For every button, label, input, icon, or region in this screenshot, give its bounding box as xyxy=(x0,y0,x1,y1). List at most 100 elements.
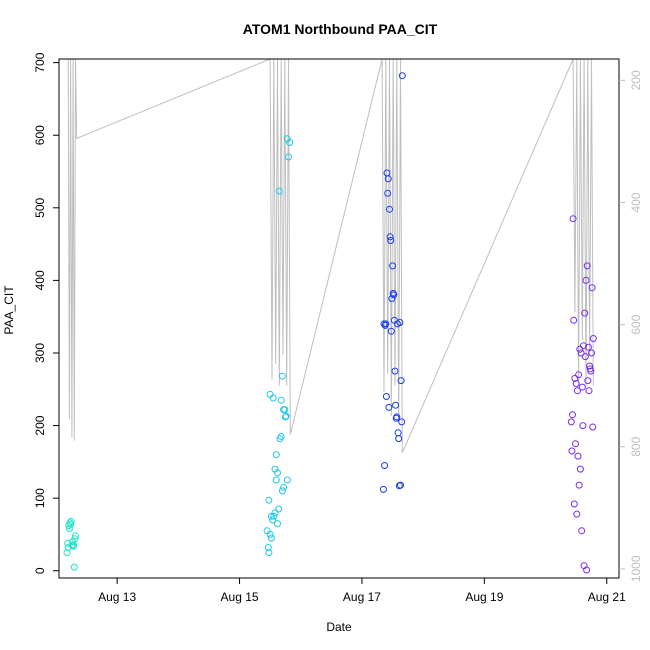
data-point xyxy=(382,393,390,400)
data-point xyxy=(70,541,78,549)
data-point xyxy=(278,487,286,495)
data-point xyxy=(387,237,395,244)
y2-tick-label: 400 xyxy=(629,192,643,212)
data-point xyxy=(588,284,596,292)
data-point xyxy=(576,345,584,353)
data-point xyxy=(391,367,399,375)
data-point xyxy=(584,377,592,385)
data-point xyxy=(398,72,406,80)
x-tick-label: Aug 19 xyxy=(465,590,503,604)
data-point xyxy=(575,481,583,489)
data-point xyxy=(577,349,585,357)
x-tick-label: Aug 17 xyxy=(343,590,381,604)
data-point xyxy=(282,412,290,420)
data-point xyxy=(72,532,79,540)
data-point xyxy=(392,401,400,409)
data-point xyxy=(285,153,292,161)
x-tick-label: Aug 15 xyxy=(221,590,259,604)
data-point xyxy=(575,371,583,379)
data-point xyxy=(584,343,592,351)
y2-tick-label: 800 xyxy=(629,436,643,456)
y-tick-label: 400 xyxy=(33,270,47,290)
y2-tick-label: 1000 xyxy=(629,555,643,582)
data-point xyxy=(67,520,75,528)
plot-area: Aug 13 Aug 15 Aug 17 Aug 19 Aug 21 0 100 200 300… xyxy=(33,52,643,604)
data-point xyxy=(381,462,389,469)
data-point xyxy=(277,396,285,404)
data-point xyxy=(395,435,403,443)
data-point xyxy=(265,549,273,557)
data-point xyxy=(582,276,590,284)
x-tick-label: Aug 13 xyxy=(98,590,136,604)
data-point xyxy=(271,509,279,517)
data-point xyxy=(275,187,283,195)
data-point xyxy=(267,512,275,520)
data-point xyxy=(70,563,78,571)
data-point xyxy=(572,440,579,448)
data-point xyxy=(269,394,277,402)
data-point xyxy=(567,418,575,426)
data-point xyxy=(266,530,274,538)
data-point xyxy=(572,380,580,387)
data-point xyxy=(583,262,591,270)
data-point xyxy=(64,539,72,547)
data-point xyxy=(398,418,406,426)
data-point xyxy=(392,414,400,422)
data-point xyxy=(585,387,593,395)
data-point xyxy=(384,189,392,197)
data-point xyxy=(578,383,586,391)
depth-line xyxy=(67,59,594,453)
data-point xyxy=(275,505,283,513)
data-point xyxy=(272,451,280,459)
data-point xyxy=(381,321,389,329)
data-point xyxy=(580,342,587,350)
data-point xyxy=(579,422,587,430)
data-point xyxy=(281,413,289,421)
y-tick-label: 0 xyxy=(33,567,47,574)
y-tick-label: 200 xyxy=(33,415,47,435)
data-point xyxy=(569,411,576,419)
data-point xyxy=(388,295,396,302)
data-point xyxy=(389,262,397,270)
data-point xyxy=(571,374,579,382)
data-point xyxy=(581,309,589,317)
data-point xyxy=(386,205,393,213)
data-point xyxy=(278,372,286,380)
data-point xyxy=(583,566,591,574)
data-point xyxy=(574,452,582,460)
data-point xyxy=(267,534,275,542)
data-point xyxy=(277,433,285,440)
plot-frame xyxy=(58,58,620,579)
data-point xyxy=(270,512,278,520)
data-point xyxy=(589,423,597,431)
data-point xyxy=(586,362,594,370)
data-point xyxy=(573,510,581,518)
data-point xyxy=(396,319,404,326)
data-point xyxy=(394,429,402,437)
data-point xyxy=(386,233,394,241)
data-point xyxy=(280,483,288,491)
y-tick-label: 500 xyxy=(33,197,47,217)
data-point xyxy=(274,520,281,528)
data-point xyxy=(568,447,576,455)
data-point xyxy=(589,335,597,342)
data-point xyxy=(272,476,280,484)
data-point xyxy=(390,291,398,299)
data-point xyxy=(385,403,393,411)
data-point xyxy=(269,516,277,524)
data-point xyxy=(264,544,272,551)
data-point xyxy=(380,320,388,328)
data-point xyxy=(67,517,75,525)
chart-title: ATOM1 Northbound PAA_CIT xyxy=(243,21,438,37)
data-point xyxy=(384,175,392,183)
data-point xyxy=(387,327,395,335)
x-tick-label: Aug 21 xyxy=(588,590,626,604)
data-point xyxy=(283,476,291,484)
data-point xyxy=(265,496,273,504)
data-point xyxy=(573,387,581,395)
data-point xyxy=(578,527,586,535)
data-point xyxy=(280,406,288,414)
data-point xyxy=(569,215,577,223)
data-point xyxy=(283,135,291,143)
data-point xyxy=(570,500,578,508)
